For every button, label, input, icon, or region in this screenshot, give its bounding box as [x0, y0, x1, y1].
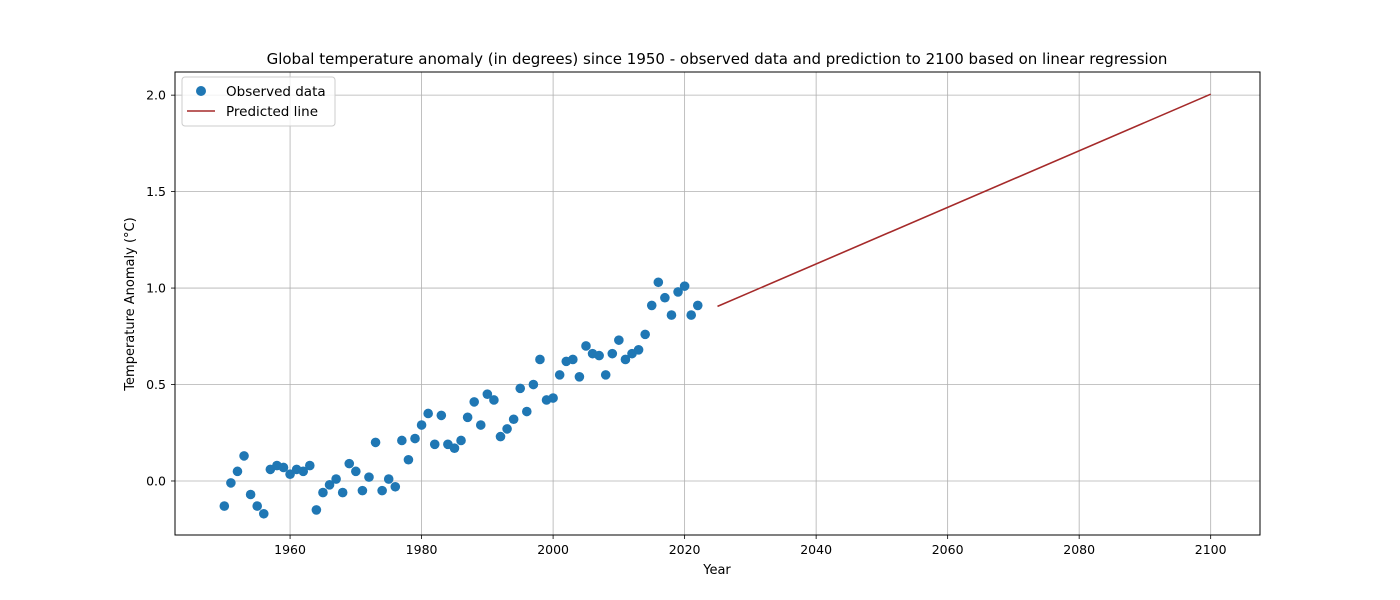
observed-point [568, 354, 578, 365]
observed-point [679, 281, 690, 291]
observed-point [502, 424, 512, 434]
observed-point [633, 345, 644, 355]
observed-point [646, 300, 657, 311]
observed-point [673, 287, 683, 297]
observed-point [331, 474, 341, 484]
observed-point [311, 505, 322, 515]
observed-point [535, 354, 545, 365]
observed-point [226, 478, 236, 488]
observed-point [416, 420, 427, 430]
observed-point [515, 383, 526, 394]
observed-point [462, 412, 473, 423]
x-tick-label: 2000 [537, 542, 569, 557]
y-tick-label: 1.0 [146, 281, 166, 296]
observed-point [548, 393, 558, 403]
legend-marker-observed [196, 86, 206, 96]
observed-point [456, 435, 466, 446]
observed-point [429, 439, 440, 450]
observed-point [219, 501, 230, 511]
observed-point [686, 310, 696, 320]
observed-point [600, 370, 611, 380]
observed-point [508, 414, 519, 425]
x-tick-label: 2100 [1195, 542, 1227, 557]
axis-ticks: 1960 1980 2000 2020 2040 2060 2080 2100 0.0 0.5 1.… [146, 88, 1227, 557]
observed-point [232, 466, 243, 477]
y-tick-label: 0.5 [146, 377, 166, 392]
y-axis-label: Temperature Anomaly (°C) [123, 217, 138, 391]
chart-title: Global temperature anomaly (in degrees) … [267, 50, 1168, 68]
observed-point [469, 397, 480, 407]
observed-point [364, 472, 374, 482]
observed-point [653, 277, 664, 288]
observed-point [482, 389, 493, 399]
observed-point [581, 341, 591, 351]
y-tick-label: 0.0 [146, 473, 166, 488]
observed-point [436, 410, 447, 421]
x-axis-label: Year [702, 563, 731, 578]
legend-box [181, 76, 336, 127]
observed-point [660, 292, 670, 303]
predicted-line [717, 93, 1211, 308]
observed-point [489, 395, 499, 405]
observed-point [423, 408, 433, 419]
legend: Observed data Predicted line [181, 76, 336, 127]
observed-point [475, 420, 486, 430]
observed-point [370, 437, 381, 448]
observed-point [298, 466, 309, 477]
observed-point [614, 335, 624, 345]
observed-point [403, 454, 414, 465]
observed-point [239, 451, 249, 461]
observed-point [607, 348, 618, 359]
observed-point [324, 480, 335, 490]
observed-point [351, 466, 361, 477]
observed-point [337, 487, 348, 498]
observed-point [357, 485, 368, 496]
observed-point [528, 379, 539, 390]
grid [175, 72, 1260, 535]
observed-point [397, 435, 407, 446]
observed-point [252, 501, 262, 511]
observed-point [305, 460, 315, 471]
plot-frame [174, 71, 1261, 536]
x-tick-label: 2080 [1063, 542, 1095, 557]
y-tick-label: 1.5 [146, 184, 166, 199]
plot-data [219, 93, 1211, 519]
legend-label-observed: Observed data [226, 84, 326, 100]
x-tick-label: 1960 [274, 542, 306, 557]
observed-point [344, 458, 355, 469]
observed-point [554, 370, 565, 380]
x-tick-label: 1980 [406, 542, 438, 557]
observed-point [640, 329, 650, 340]
observed-point [245, 489, 256, 500]
observed-point [390, 481, 401, 492]
observed-point [383, 474, 394, 484]
x-tick-label: 2020 [669, 542, 701, 557]
x-tick-label: 2060 [932, 542, 964, 557]
observed-point [258, 508, 269, 519]
observed-point [594, 350, 604, 361]
observed-point [495, 431, 506, 442]
y-tick-label: 2.0 [146, 88, 166, 103]
observed-point [692, 300, 703, 311]
observed-point [377, 485, 387, 496]
observed-point [666, 310, 677, 320]
observed-point [318, 487, 328, 498]
observed-point [620, 354, 631, 365]
observed-point [410, 433, 420, 444]
x-tick-label: 2040 [800, 542, 832, 557]
observed-point [574, 372, 585, 382]
observed-point [522, 406, 532, 417]
observed-point [278, 462, 289, 473]
observed-point [449, 443, 460, 453]
legend-label-predicted: Predicted line [226, 104, 318, 120]
observed-point [285, 469, 295, 480]
